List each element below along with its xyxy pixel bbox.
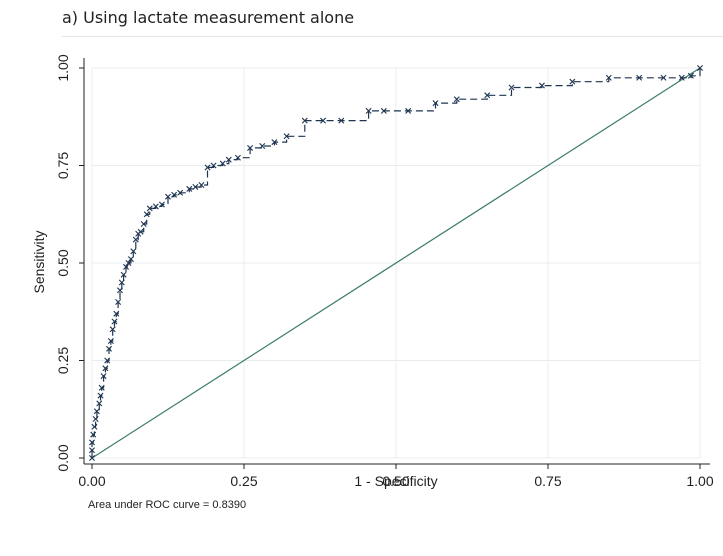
y-tick-label: 1.00 <box>55 54 71 81</box>
x-tick-label: 0.25 <box>230 473 257 489</box>
roc-point-marker <box>140 221 147 227</box>
roc-point-marker <box>146 205 153 212</box>
roc-point-marker <box>111 318 118 325</box>
roc-point-marker <box>107 338 114 344</box>
roc-point-marker <box>96 400 103 407</box>
roc-point-marker <box>405 107 412 114</box>
roc-point-marker <box>171 191 178 198</box>
roc-point-marker <box>538 82 545 89</box>
roc-point-marker <box>338 117 345 124</box>
y-axis-label: Sensitivity <box>31 230 47 293</box>
grid-lines <box>91 67 701 459</box>
y-tick-label: 0.50 <box>55 249 71 276</box>
roc-point-marker <box>453 96 460 103</box>
roc-point-marker <box>120 271 127 278</box>
roc-point-marker <box>165 193 171 200</box>
roc-point-marker <box>380 107 387 114</box>
roc-point-marker <box>210 162 217 169</box>
roc-point-marker <box>301 117 308 124</box>
roc-point-marker <box>102 365 109 372</box>
title-divider <box>62 36 723 37</box>
roc-point-marker <box>247 144 254 151</box>
roc-point-marker <box>660 74 667 81</box>
roc-curve-line <box>91 68 701 458</box>
x-tick-label: 0.50 <box>382 473 409 489</box>
reference-diagonal-line <box>91 67 701 459</box>
roc-point-marker <box>158 201 165 208</box>
x-tick-label: 1.00 <box>686 473 713 489</box>
roc-point-marker <box>89 439 95 446</box>
y-tick-label: 0.75 <box>55 152 71 179</box>
roc-point-marker <box>283 133 290 140</box>
roc-point-marker <box>93 408 100 415</box>
roc-point-marker <box>152 203 159 210</box>
roc-point-marker <box>89 455 95 461</box>
roc-point-marker <box>98 384 105 391</box>
roc-point-marker <box>259 143 266 149</box>
tick-labels: 0.00 0.25 0.50 0.75 1.00 0.00 0.25 0.50 0.75 1.00 <box>55 54 714 489</box>
x-axis-label: 1 - Specificity <box>354 473 437 489</box>
roc-point-marker <box>271 139 278 146</box>
roc-point-marker <box>605 74 612 81</box>
roc-point-marker <box>186 185 193 192</box>
roc-point-marker <box>484 92 491 99</box>
roc-point-marker <box>234 154 241 161</box>
roc-point-marker <box>636 74 643 81</box>
roc-point-marker <box>192 183 199 190</box>
roc-point-marker <box>508 84 515 91</box>
axes <box>79 58 710 469</box>
roc-point-marker <box>127 256 134 263</box>
x-tick-label: 0.00 <box>78 473 105 489</box>
roc-point-marker <box>569 78 576 85</box>
roc-point-marker <box>204 164 211 171</box>
roc-point-marker <box>115 299 122 305</box>
figure-title: a) Using lactate measurement alone <box>62 8 355 27</box>
roc-point-marker <box>118 279 125 286</box>
roc-point-marker <box>92 416 99 422</box>
roc-point-marker <box>89 447 95 454</box>
roc-markers <box>89 65 703 461</box>
y-tick-label: 0.25 <box>55 347 71 374</box>
roc-point-marker <box>687 72 694 79</box>
roc-point-marker <box>130 248 137 255</box>
roc-point-marker <box>365 107 372 114</box>
roc-point-marker <box>697 65 703 71</box>
roc-point-marker <box>225 156 232 163</box>
roc-point-marker <box>91 423 98 430</box>
roc-point-marker <box>109 326 116 333</box>
roc-point-marker <box>100 373 107 380</box>
roc-point-marker <box>678 74 685 81</box>
reference-line-layer <box>91 67 701 459</box>
roc-point-marker <box>123 263 130 270</box>
roc-point-marker <box>125 260 132 266</box>
roc-point-marker <box>432 100 439 107</box>
roc-curve-layer <box>91 68 701 458</box>
roc-point-marker <box>90 431 97 438</box>
roc-point-marker <box>113 310 120 317</box>
roc-point-marker <box>137 228 144 235</box>
roc-point-marker <box>219 160 226 167</box>
auc-note: Area under ROC curve = 0.8390 <box>88 499 246 511</box>
roc-point-marker <box>320 117 327 124</box>
roc-point-marker <box>106 345 113 352</box>
roc-point-marker <box>143 211 150 218</box>
x-tick-label: 0.75 <box>534 473 561 489</box>
y-tick-label: 0.00 <box>55 444 71 471</box>
roc-point-marker <box>177 189 184 196</box>
roc-point-marker <box>116 287 123 294</box>
roc-point-marker <box>97 392 104 399</box>
roc-point-marker <box>132 236 139 243</box>
roc-point-marker <box>198 182 205 188</box>
roc-point-marker <box>104 357 111 364</box>
